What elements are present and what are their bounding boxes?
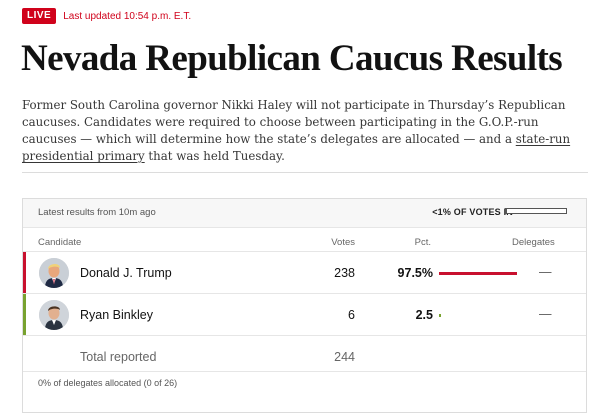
last-updated-text: Last updated 10:54 p.m. E.T. [63, 11, 191, 22]
delegates-allocated-footer: 0% of delegates allocated (0 of 26) [23, 371, 586, 392]
live-badge: LIVE [22, 8, 56, 24]
pct-bar-track [439, 272, 519, 275]
candidate-delegates: — [539, 307, 552, 321]
column-header-delegates: Delegates [512, 237, 555, 248]
live-status: LIVE Last updated 10:54 p.m. E.T. [22, 8, 191, 24]
divider [22, 172, 588, 173]
trump-avatar-icon [39, 258, 69, 288]
candidate-name: Donald J. Trump [80, 266, 172, 280]
delegates-allocated-text: 0% of delegates allocated (0 of 26) [38, 378, 177, 388]
table-row: Donald J. Trump 238 97.5% — [23, 251, 586, 294]
pct-bar [439, 272, 517, 275]
column-header-pct: Pct. [383, 237, 431, 248]
table-row: Ryan Binkley 6 2.5 — [23, 293, 586, 336]
binkley-avatar-icon [39, 300, 69, 330]
votes-in-progress-bar [505, 208, 567, 214]
votes-in-label: <1% OF VOTES IN [432, 207, 513, 217]
pct-bar-track [439, 314, 519, 317]
latest-results-text: Latest results from 10m ago [38, 207, 156, 218]
column-header-candidate: Candidate [38, 237, 81, 248]
candidate-votes: 6 [313, 308, 355, 322]
candidate-color-stripe [23, 252, 26, 294]
column-header-votes: Votes [323, 237, 355, 248]
total-reported-label: Total reported [80, 350, 156, 364]
candidate-pct: 2.5 [373, 308, 433, 322]
total-votes: 244 [313, 350, 355, 364]
results-header-bar: Latest results from 10m ago <1% OF VOTES… [23, 199, 586, 228]
page-title: Nevada Republican Caucus Results [21, 36, 562, 82]
candidate-name: Ryan Binkley [80, 308, 153, 322]
intro-text-start: Former South Carolina governor Nikki Hal… [22, 98, 565, 146]
intro-text-end: that was held Tuesday. [145, 149, 285, 163]
candidate-delegates: — [539, 265, 552, 279]
candidate-color-stripe [23, 294, 26, 336]
candidate-pct: 97.5% [373, 266, 433, 280]
candidate-votes: 238 [313, 266, 355, 280]
intro-paragraph: Former South Carolina governor Nikki Hal… [22, 97, 578, 165]
results-table: Latest results from 10m ago <1% OF VOTES… [22, 198, 587, 413]
pct-bar [439, 314, 441, 317]
